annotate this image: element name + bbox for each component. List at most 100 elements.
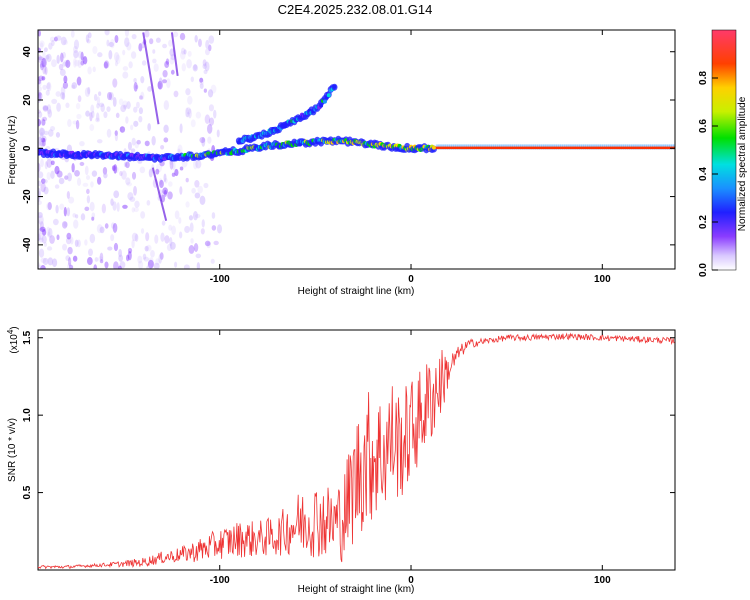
spectrogram-speckle	[127, 247, 133, 254]
spectrogram-ridge-core	[453, 146, 456, 150]
spectrogram-speckle	[193, 243, 199, 252]
spectrogram-ticks: -100 0 100 -40 -20 0 20 40	[22, 30, 675, 285]
spectrogram-streak	[170, 32, 179, 76]
spectrogram-speckle	[39, 142, 46, 147]
spectrogram-speckle	[59, 68, 66, 77]
spectrogram-ridge-core	[483, 146, 487, 150]
spectrogram-speckle	[104, 30, 110, 36]
spectrogram-speckle	[68, 196, 75, 204]
spectrogram-speckle	[91, 110, 95, 119]
spectrogram-speckle	[49, 235, 55, 244]
spectrogram-ridge-core	[562, 146, 565, 150]
spectrogram-ridge-core	[523, 146, 527, 150]
spectrogram-speckle	[178, 217, 182, 224]
spectrogram-panel: -100 0 100 -40 -20 0 20 40 Height of straight l…	[7, 29, 676, 297]
snr-multiplier: (x104)	[6, 326, 20, 353]
spectrogram-ridge-core	[539, 146, 542, 150]
spectrogram-speckle	[204, 240, 211, 247]
spectrogram-ridge-core	[470, 146, 473, 150]
spectrogram-speckle	[110, 222, 115, 229]
spectrogram-speckle	[206, 241, 211, 249]
spectrogram-speckle	[119, 261, 126, 269]
spectrogram-speckle	[95, 117, 100, 123]
spectrogram-speckle	[202, 59, 207, 67]
spectrogram-ridge-core	[499, 146, 502, 150]
spectrogram-ridge-core	[477, 146, 481, 150]
spectrogram-speckle	[60, 92, 65, 100]
spectrogram-speckle	[38, 118, 42, 127]
spectrogram-speckle	[51, 98, 58, 104]
spectrogram-speckle	[98, 91, 102, 97]
spectrogram-speckle	[104, 223, 109, 229]
spectrogram-speckle	[40, 182, 46, 193]
spectrogram-ridge-core	[508, 146, 512, 150]
spectrogram-speckle	[43, 130, 49, 136]
spectrogram-speckle	[41, 178, 48, 184]
spectrogram-speckle	[167, 191, 173, 200]
spectrogram-speckle	[157, 80, 162, 90]
spectrogram-speckle	[114, 34, 119, 44]
spectrogram-speckle	[44, 161, 48, 170]
spectrogram-ridge-core	[598, 146, 601, 150]
spectrogram-speckle	[151, 135, 156, 146]
spectrogram-speckle	[208, 104, 214, 112]
colorbar: 0.0 0.2 0.4 0.6 0.8 Normalized spectral ampl…	[698, 29, 748, 277]
spectrogram-speckle	[65, 237, 72, 245]
spectrogram-ridge-core	[652, 146, 655, 150]
spectrogram-speckle	[184, 225, 190, 234]
spectrogram-speckle	[56, 170, 63, 178]
spectrogram-speckle	[96, 224, 103, 234]
spectrogram-speckle	[134, 141, 139, 149]
spectrogram-ridge-core	[548, 146, 552, 150]
spectrogram-speckle	[188, 215, 194, 221]
spectrogram-speckle	[142, 253, 147, 260]
spectrogram-ridge-core	[468, 146, 471, 150]
spectrogram-speckle	[42, 84, 48, 90]
spectrogram-ridge-core	[642, 146, 645, 150]
spectrogram-speckle	[115, 112, 120, 118]
spectrogram-speckle	[193, 159, 198, 170]
spectrogram-speckle	[169, 241, 176, 250]
snr-y-axis-label: SNR (10 * v/v)	[7, 418, 18, 482]
spectrogram-speckle	[97, 256, 104, 263]
spectrogram-speckle	[66, 191, 70, 199]
spectrogram-speckle	[116, 202, 120, 212]
spectrogram-speckle	[75, 119, 80, 130]
spectrogram-speckle	[204, 114, 211, 125]
spectrogram-speckle	[185, 107, 192, 115]
spectrogram-ridge-core	[629, 146, 632, 150]
spectrogram-ridge-core	[623, 146, 626, 150]
spectrogram-ridge-core	[575, 146, 579, 150]
spectrogram-ridge-core	[617, 146, 621, 150]
spectrogram-ridge-core	[655, 146, 659, 150]
x-tick-label: 0	[408, 575, 414, 586]
spectrogram-speckle	[59, 203, 65, 210]
spectrogram-ridge-inner	[431, 145, 436, 150]
spectrogram-speckle	[58, 177, 65, 185]
spectrogram-speckle	[216, 224, 223, 234]
spectrogram-speckle	[179, 123, 183, 134]
spectrogram-speckle	[131, 137, 136, 146]
spectrogram-speckle	[194, 179, 200, 188]
figure-title: C2E4.2025.232.08.01.G14	[278, 2, 433, 17]
spectrogram-speckle	[127, 192, 134, 201]
spectrogram-ridge-core	[579, 146, 582, 150]
spectrogram-speckle	[146, 264, 152, 269]
colorbar-ticks: 0.0 0.2 0.4 0.6 0.8	[698, 71, 718, 277]
spectrogram-speckle	[210, 84, 217, 94]
spectrogram-ridge-core	[518, 146, 521, 150]
spectrogram-speckle	[90, 181, 94, 188]
spectrogram-speckle	[76, 76, 82, 86]
spectrogram-speckle	[162, 79, 167, 84]
spectrogram-speckle	[115, 54, 121, 65]
spectrogram-speckle	[103, 111, 108, 119]
spectrogram-speckle	[38, 91, 41, 97]
spectrogram-speckle	[188, 108, 192, 119]
spectrogram-speckle	[96, 96, 101, 106]
spectrogram-speckle	[155, 258, 160, 266]
spectrogram-speckle	[163, 189, 167, 197]
spectrogram-ridge-core	[667, 146, 670, 150]
spectrogram-speckle	[38, 92, 42, 97]
spectrogram-frame	[37, 29, 676, 270]
spectrogram-ridge-core	[449, 146, 452, 150]
